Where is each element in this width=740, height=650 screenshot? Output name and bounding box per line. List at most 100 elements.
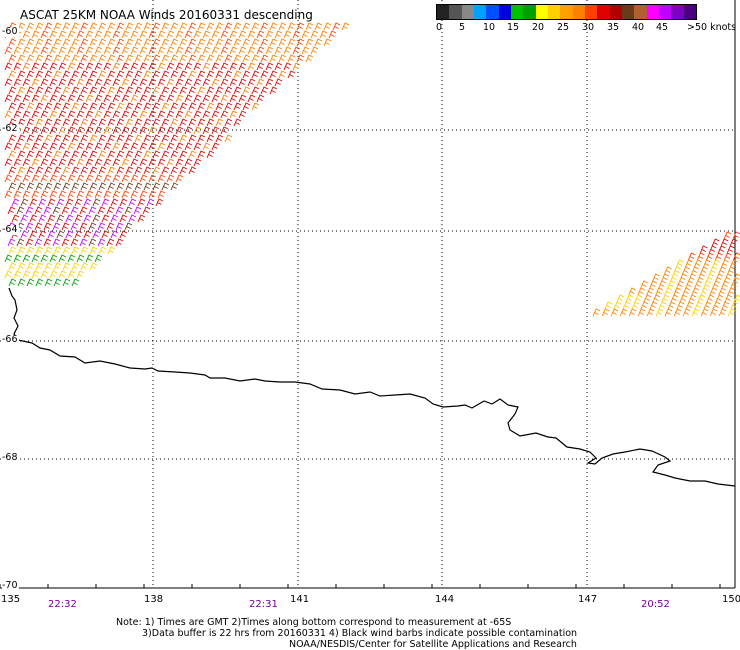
wind-barb	[604, 301, 613, 310]
wind-barb	[143, 86, 152, 95]
wind-barb	[296, 22, 305, 31]
wind-barb	[121, 190, 130, 199]
wind-barb	[74, 230, 83, 239]
wind-barb	[673, 287, 682, 296]
wind-barb	[106, 206, 115, 215]
legend-color-swatch	[449, 5, 462, 19]
wind-barb	[92, 230, 101, 239]
wind-barb	[125, 86, 134, 95]
wind-barb	[44, 278, 53, 287]
wind-barb	[193, 62, 202, 71]
wind-barb	[726, 245, 735, 254]
wind-barb	[62, 102, 71, 111]
lon-label: 138	[144, 594, 164, 605]
wind-barb	[238, 46, 247, 55]
wind-barb	[242, 102, 251, 111]
wind-barb	[193, 158, 202, 167]
wind-barb	[125, 38, 134, 47]
wind-barb	[4, 190, 13, 199]
wind-barb	[17, 262, 26, 271]
wind-barb	[20, 198, 29, 207]
wind-barb	[649, 280, 658, 289]
wind-barb	[112, 94, 121, 103]
wind-barb	[143, 166, 152, 175]
wind-barb	[58, 110, 67, 119]
wind-barb	[727, 287, 736, 296]
wind-barb	[251, 86, 260, 95]
wind-barb	[106, 222, 115, 231]
wind-barb	[74, 214, 83, 223]
wind-barb	[80, 118, 89, 127]
wind-barb	[655, 308, 664, 317]
wind-barb	[706, 294, 715, 303]
wind-barb	[296, 38, 305, 47]
wind-barb	[130, 174, 139, 183]
wind-barb	[25, 222, 34, 231]
wind-barb	[184, 94, 193, 103]
lat-label: -68	[2, 452, 19, 463]
wind-barb	[247, 30, 256, 39]
wind-barb	[112, 174, 121, 183]
wind-barb	[112, 126, 121, 135]
wind-barb	[143, 118, 152, 127]
lat-lon-grid	[0, 0, 736, 589]
wind-barb	[107, 118, 116, 127]
wind-barb	[206, 150, 215, 159]
wind-barb	[40, 158, 49, 167]
wind-barb	[233, 38, 242, 47]
wind-barb	[613, 301, 622, 310]
wind-barb	[211, 62, 220, 71]
wind-barb	[184, 30, 193, 39]
wind-barb	[70, 222, 79, 231]
wind-barb	[215, 22, 224, 31]
wind-barb	[40, 94, 49, 103]
wind-barb	[148, 158, 157, 167]
legend-label: 30	[582, 22, 595, 33]
wind-barb	[4, 158, 13, 167]
wind-barb	[143, 182, 152, 191]
wind-barb	[4, 142, 13, 151]
wind-barb	[89, 102, 98, 111]
wind-barb	[652, 273, 660, 282]
wind-barb	[170, 150, 179, 159]
wind-barb	[76, 270, 85, 279]
wind-barb	[634, 294, 643, 303]
wind-barb	[260, 70, 269, 79]
wind-barb	[89, 182, 98, 191]
wind-barb	[697, 294, 706, 303]
legend-color-swatch	[646, 5, 659, 19]
wind-barb	[8, 38, 17, 47]
wind-barb	[106, 238, 115, 247]
wind-barb	[179, 22, 188, 31]
wind-barb	[233, 102, 242, 111]
wind-barb	[251, 70, 260, 79]
wind-barb	[130, 62, 139, 71]
wind-barb	[8, 166, 17, 175]
wind-barb	[16, 238, 25, 247]
wind-barb	[152, 150, 161, 159]
wind-barb	[206, 54, 215, 63]
wind-barb	[107, 102, 116, 111]
wind-barb	[137, 214, 146, 223]
wind-barb	[709, 308, 718, 317]
wind-barb	[103, 30, 112, 39]
wind-barb	[667, 280, 676, 289]
wind-barb	[130, 142, 139, 151]
wind-barb	[70, 238, 79, 247]
wind-barb	[13, 94, 22, 103]
wind-barb	[22, 254, 31, 263]
legend-color-swatch	[523, 5, 536, 19]
legend-label: 0	[436, 22, 443, 33]
wind-barb	[4, 110, 13, 119]
wind-barb	[62, 70, 71, 79]
wind-barb	[143, 102, 152, 111]
wind-barb	[146, 198, 155, 207]
wind-barb	[35, 22, 44, 31]
wind-barb	[116, 22, 125, 31]
wind-barb	[76, 78, 85, 87]
wind-barb	[130, 94, 139, 103]
wind-barb	[215, 70, 224, 79]
wind-barb	[193, 142, 202, 151]
wind-barb	[83, 230, 92, 239]
wind-barb	[103, 190, 112, 199]
